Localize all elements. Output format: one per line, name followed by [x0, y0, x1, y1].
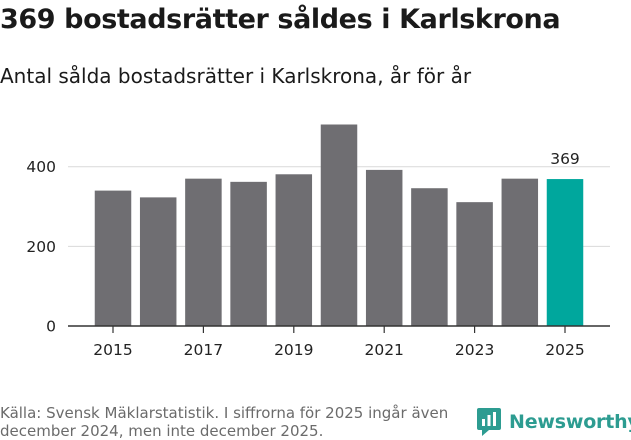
bar-2020	[320, 124, 358, 326]
bar-2022	[411, 188, 448, 326]
x-tick-label-2021: 2021	[364, 341, 403, 359]
bar-2021	[365, 169, 403, 326]
x-tick-label-2015: 2015	[93, 341, 132, 359]
source-note: Källa: Svensk Mäklarstatistik. I siffror…	[0, 404, 449, 440]
x-tick-label-2025: 2025	[545, 341, 584, 359]
y-tick-label-0: 0	[46, 318, 56, 336]
bars	[94, 124, 584, 326]
bar-2024	[501, 178, 539, 326]
data-label-2025: 369	[550, 150, 580, 168]
bar-2018	[230, 181, 267, 326]
x-tick-label-2017: 2017	[184, 341, 223, 359]
labels: 0 200 400 2015 2017 2019 2021 2023 2025 369	[26, 150, 584, 359]
newsworthy-logo-icon	[477, 408, 501, 436]
y-tick-label-200: 200	[26, 238, 56, 256]
x-tick-label-2023: 2023	[455, 341, 494, 359]
newsworthy-logo: Newsworthy	[476, 407, 631, 437]
bar-2015	[94, 190, 132, 326]
bar-2016	[139, 197, 177, 326]
chart-title: 369 bostadsrätter såldes i Karlskrona	[0, 4, 561, 35]
chart-subtitle: Antal sålda bostadsrätter i Karlskrona, …	[0, 64, 472, 88]
bar-chart: 0 200 400 2015 2017 2019 2021 2023 2025 369	[26, 124, 610, 359]
bar-2019	[275, 174, 313, 326]
bar-2023	[456, 202, 493, 326]
y-tick-label-400: 400	[26, 158, 56, 176]
bar-2017	[185, 178, 222, 326]
x-tick-label-2019: 2019	[274, 341, 313, 359]
brand-name: Newsworthy	[509, 411, 631, 433]
axes	[68, 325, 610, 333]
bar-2025	[546, 179, 584, 326]
